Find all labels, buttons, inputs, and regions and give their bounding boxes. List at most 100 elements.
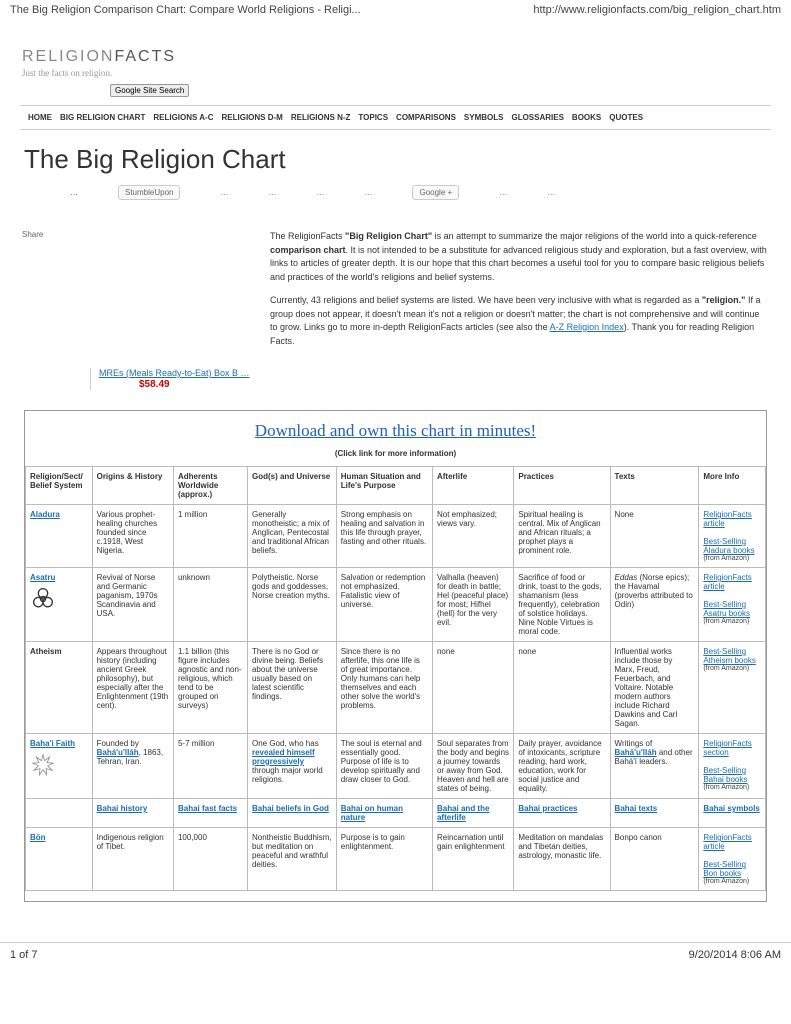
more-info-link[interactable]: Best-Selling Bon books <box>703 860 746 878</box>
social-placeholder: … <box>268 188 276 197</box>
sublink-row: Bahai history Bahai fast facts Bahai belie… <box>26 799 766 828</box>
stumbleupon-button[interactable]: StumbleUpon <box>118 185 180 200</box>
social-placeholder: … <box>70 188 78 197</box>
page-title: The Big Religion Chart <box>24 144 781 175</box>
sublink[interactable]: Bahai practices <box>518 804 577 813</box>
sublink-cell: Bahai practices <box>514 799 610 828</box>
religion-name-cell: Asatru <box>26 568 93 642</box>
logo-part1: RELIGION <box>22 48 114 65</box>
googleplus-button[interactable]: Google + <box>412 185 459 200</box>
table-cell: none <box>432 642 513 734</box>
nav-item[interactable]: BIG RELIGION CHART <box>60 113 145 122</box>
more-info-link[interactable]: Best-Selling Bahai books <box>703 766 747 784</box>
table-cell: Since there is no afterlife, this one li… <box>336 642 432 734</box>
intro-text-span: Currently, 43 religions and belief syste… <box>270 295 702 305</box>
religion-name-cell: Baha'i Faith <box>26 734 93 799</box>
table-cell: Revival of Norse and Germanic paganism, … <box>92 568 173 642</box>
more-info-link[interactable]: Best-Selling Aladura books <box>703 537 754 555</box>
az-index-link[interactable]: A-Z Religion Index <box>550 322 624 332</box>
religion-link[interactable]: Asatru <box>30 573 55 582</box>
sublink[interactable]: Bahai texts <box>615 804 658 813</box>
browser-title: The Big Religion Comparison Chart: Compa… <box>10 4 361 16</box>
table-cell: Daily prayer, avoidance of intoxicants, … <box>514 734 610 799</box>
table-cell: Sacrifice of food or drink, toast to the… <box>514 568 610 642</box>
table-cell: One God, who has revealed himself progre… <box>247 734 336 799</box>
social-placeholder: … <box>499 188 507 197</box>
more-info-link[interactable]: ReligionFacts article <box>703 833 751 851</box>
more-info-cell: ReligionFacts article Best-Selling Asatru… <box>699 568 766 642</box>
nav-item[interactable]: HOME <box>28 113 52 122</box>
ad-block: MREs (Meals Ready-to-Eat) Box B … $58.49 <box>90 368 290 390</box>
more-info-link[interactable]: Best-Selling Atheism books <box>703 647 755 665</box>
more-info-link[interactable]: ReligionFacts section <box>703 739 751 757</box>
religion-name-cell: Aladura <box>26 505 93 568</box>
sublink[interactable]: Bahai on human nature <box>341 804 403 822</box>
table-cell: There is no God or divine being. Beliefs… <box>247 642 336 734</box>
religion-chart-table: Religion/Sect/Belief SystemOrigins & His… <box>25 466 766 891</box>
sublink-cell: Bahai history <box>92 799 173 828</box>
table-cell: Founded by Bahá'u'lláh, 1863, Tehran, Ir… <box>92 734 173 799</box>
nav-item[interactable]: BOOKS <box>572 113 601 122</box>
sublink[interactable]: Bahai history <box>97 804 148 813</box>
table-cell: Valhalla (heaven) for death in battle; H… <box>432 568 513 642</box>
nav-item[interactable]: RELIGIONS N-Z <box>291 113 351 122</box>
sublink[interactable]: Bahai fast facts <box>178 804 237 813</box>
share-label: Share <box>22 230 43 239</box>
nav-item[interactable]: RELIGIONS D-M <box>222 113 283 122</box>
table-cell: Soul separates from the body and begins … <box>432 734 513 799</box>
more-info-cell: ReligionFacts section Best-Selling Bahai … <box>699 734 766 799</box>
table-cell: Various prophet-healing churches founded… <box>92 505 173 568</box>
column-header: Texts <box>610 467 699 505</box>
social-row: … StumbleUpon … … … … Google + … … <box>70 185 781 200</box>
page-number: 1 of 7 <box>10 949 38 961</box>
nav-item[interactable]: GLOSSARIES <box>511 113 563 122</box>
logo-part2: FACTS <box>114 48 176 65</box>
logo: RELIGIONFACTS Just the facts on religion… <box>22 48 781 78</box>
sublink-cell: Bahai texts <box>610 799 699 828</box>
column-header: Origins & History <box>92 467 173 505</box>
religion-link[interactable]: Baha'i Faith <box>30 739 75 748</box>
column-header: Practices <box>514 467 610 505</box>
google-site-search-button[interactable]: Google Site Search <box>110 84 189 97</box>
table-cell <box>26 799 93 828</box>
table-cell: None <box>610 505 699 568</box>
table-cell: 100,000 <box>173 828 247 891</box>
religion-name-cell: Bön <box>26 828 93 891</box>
social-placeholder: … <box>364 188 372 197</box>
nav-item[interactable]: TOPICS <box>358 113 388 122</box>
ad-link[interactable]: MREs (Meals Ready-to-Eat) Box B … <box>99 368 250 378</box>
nav-item[interactable]: COMPARISONS <box>396 113 456 122</box>
table-cell: Influential works include those by Marx,… <box>610 642 699 734</box>
sublink-cell: Bahai fast facts <box>173 799 247 828</box>
print-footer: 1 of 7 9/20/2014 8:06 AM <box>0 942 791 967</box>
download-chart-link[interactable]: Download and own this chart in minutes! <box>25 421 766 441</box>
more-info-link[interactable]: ReligionFacts article <box>703 573 751 591</box>
sublink-cell: Bahai on human nature <box>336 799 432 828</box>
nav-item[interactable]: QUOTES <box>609 113 643 122</box>
table-cell: Eddas (Norse epics); the Havamal (prover… <box>610 568 699 642</box>
table-cell: Bonpo canon <box>610 828 699 891</box>
more-info-cell: ReligionFacts article Best-Selling Bon bo… <box>699 828 766 891</box>
intro-text-span: The ReligionFacts <box>270 231 345 241</box>
more-info-link[interactable]: ReligionFacts article <box>703 510 751 528</box>
nav-item[interactable]: RELIGIONS A-C <box>153 113 213 122</box>
column-header: More Info <box>699 467 766 505</box>
religion-link[interactable]: Aladura <box>30 510 60 519</box>
religion-link[interactable]: Bön <box>30 833 46 842</box>
table-cell: 1.1 billion (this figure includes agnost… <box>173 642 247 734</box>
table-cell: Indigenous religion of Tibet. <box>92 828 173 891</box>
more-info-cell: ReligionFacts article Best-Selling Aladur… <box>699 505 766 568</box>
column-header: Adherents Worldwide (approx.) <box>173 467 247 505</box>
sublink[interactable]: Bahai beliefs in God <box>252 804 329 813</box>
column-header: God(s) and Universe <box>247 467 336 505</box>
more-info-link[interactable]: Best-Selling Asatru books <box>703 600 750 618</box>
table-cell: Strong emphasis on healing and salvation… <box>336 505 432 568</box>
print-datetime: 9/20/2014 8:06 AM <box>689 949 781 961</box>
table-cell: Spiritual healing is central. Mix of Ang… <box>514 505 610 568</box>
sublink[interactable]: Bahai and the afterlife <box>437 804 489 822</box>
intro-bold: "religion." <box>702 295 746 305</box>
sublink[interactable]: Bahai symbols <box>703 804 759 813</box>
intro-bold: "Big Religion Chart" <box>345 231 432 241</box>
table-row: AtheismAppears throughout history (inclu… <box>26 642 766 734</box>
nav-item[interactable]: SYMBOLS <box>464 113 504 122</box>
